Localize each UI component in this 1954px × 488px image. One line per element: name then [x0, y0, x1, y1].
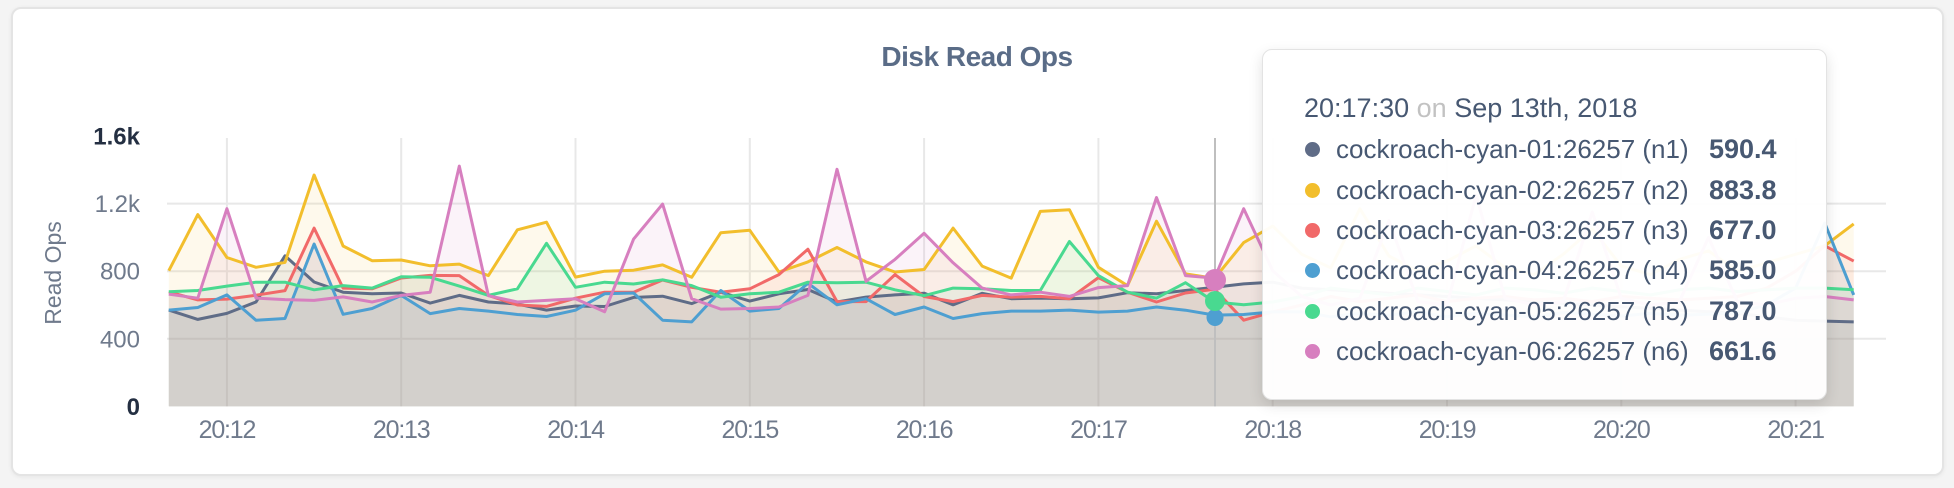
- svg-text:400: 400: [100, 326, 140, 353]
- svg-text:20:17: 20:17: [1070, 416, 1127, 444]
- svg-text:0: 0: [127, 394, 140, 421]
- svg-text:20:13: 20:13: [373, 416, 430, 444]
- svg-text:1.2k: 1.2k: [95, 191, 141, 218]
- svg-text:800: 800: [100, 259, 140, 286]
- svg-text:20:20: 20:20: [1593, 416, 1650, 444]
- svg-text:20:15: 20:15: [722, 416, 779, 444]
- svg-text:20:14: 20:14: [547, 416, 605, 444]
- svg-text:20:16: 20:16: [896, 416, 953, 444]
- svg-text:1.6k: 1.6k: [93, 124, 140, 151]
- svg-text:20:12: 20:12: [199, 416, 256, 444]
- svg-text:20:18: 20:18: [1244, 416, 1301, 444]
- svg-text:Read Ops: Read Ops: [40, 221, 66, 325]
- svg-text:20:19: 20:19: [1419, 416, 1476, 444]
- svg-text:20:21: 20:21: [1767, 416, 1824, 444]
